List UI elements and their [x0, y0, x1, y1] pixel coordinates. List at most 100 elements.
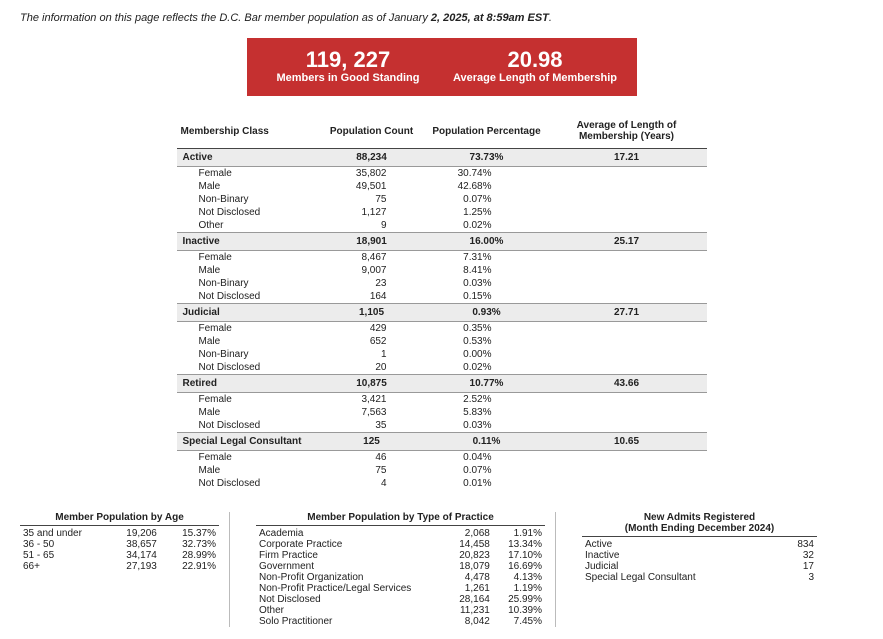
sub-pct: 0.03% [427, 419, 547, 433]
sub-count: 9 [317, 219, 427, 233]
type-label: Government [256, 561, 448, 572]
sub-row: Non-Binary230.03% [177, 277, 707, 290]
admits-count: 3 [779, 572, 817, 583]
category-row: Inactive18,90116.00%25.17 [177, 233, 707, 251]
sub-row: Male9,0078.41% [177, 264, 707, 277]
sub-pct: 0.35% [427, 322, 547, 336]
type-count: 8,042 [448, 616, 492, 627]
type-row: Non-Profit Organization4,4784.13% [256, 572, 545, 583]
cat-pct: 10.77% [427, 375, 547, 393]
sub-count: 652 [317, 335, 427, 348]
cat-pct: 0.93% [427, 304, 547, 322]
age-label: 36 - 50 [20, 539, 109, 550]
admits-panel: New Admits Registered (Month Ending Dece… [582, 512, 817, 627]
sub-pct: 1.25% [427, 206, 547, 219]
sub-label: Male [177, 264, 317, 277]
sub-row: Not Disclosed350.03% [177, 419, 707, 433]
sub-row: Female35,80230.74% [177, 167, 707, 181]
admits-row: Active834 [582, 539, 817, 550]
type-count: 28,164 [448, 594, 492, 605]
type-pct: 16.69% [493, 561, 545, 572]
sub-count: 3,421 [317, 393, 427, 407]
category-row: Judicial1,1050.93%27.71 [177, 304, 707, 322]
banner-right-label: Average Length of Membership [442, 72, 629, 84]
type-row: Not Disclosed28,16425.99% [256, 594, 545, 605]
type-label: Other [256, 605, 448, 616]
age-row: 66+27,19322.91% [20, 561, 219, 572]
sub-label: Male [177, 180, 317, 193]
sub-row: Female4290.35% [177, 322, 707, 336]
sub-count: 75 [317, 464, 427, 477]
age-count: 38,657 [109, 539, 159, 550]
type-row: Corporate Practice14,45813.34% [256, 539, 545, 550]
type-pct: 10.39% [493, 605, 545, 616]
sub-count: 23 [317, 277, 427, 290]
sub-avg [547, 322, 707, 336]
cat-count: 125 [317, 433, 427, 451]
admits-row: Special Legal Consultant3 [582, 572, 817, 583]
cat-avg: 27.71 [547, 304, 707, 322]
info-suffix: . [549, 12, 552, 24]
sub-avg [547, 393, 707, 407]
sub-count: 46 [317, 451, 427, 465]
sub-row: Non-Binary750.07% [177, 193, 707, 206]
type-label: Corporate Practice [256, 539, 448, 550]
sub-row: Not Disclosed1640.15% [177, 290, 707, 304]
sub-pct: 8.41% [427, 264, 547, 277]
cat-avg: 17.21 [547, 149, 707, 167]
sub-count: 35 [317, 419, 427, 433]
admits-label: Inactive [582, 550, 779, 561]
sub-row: Not Disclosed200.02% [177, 361, 707, 375]
age-count: 19,206 [109, 528, 159, 539]
sub-count: 429 [317, 322, 427, 336]
sub-label: Male [177, 335, 317, 348]
type-count: 4,478 [448, 572, 492, 583]
admits-count: 17 [779, 561, 817, 572]
sub-avg [547, 206, 707, 219]
type-count: 14,458 [448, 539, 492, 550]
sub-count: 4 [317, 477, 427, 490]
sub-label: Male [177, 464, 317, 477]
age-pct: 15.37% [160, 528, 219, 539]
sub-label: Not Disclosed [177, 361, 317, 375]
type-pct: 7.45% [493, 616, 545, 627]
sub-row: Female3,4212.52% [177, 393, 707, 407]
cat-pct: 0.11% [427, 433, 547, 451]
age-pct: 28.99% [160, 550, 219, 561]
sub-pct: 0.01% [427, 477, 547, 490]
cat-name: Active [177, 149, 317, 167]
type-count: 18,079 [448, 561, 492, 572]
sub-count: 8,467 [317, 251, 427, 265]
sub-label: Not Disclosed [177, 419, 317, 433]
sub-avg [547, 361, 707, 375]
table-header-row: Membership Class Population Count Popula… [177, 114, 707, 149]
type-label: Not Disclosed [256, 594, 448, 605]
sub-label: Male [177, 406, 317, 419]
admits-label: Special Legal Consultant [582, 572, 779, 583]
banner-left: 119, 227 Members in Good Standing [255, 48, 442, 84]
cat-name: Retired [177, 375, 317, 393]
cat-avg: 43.66 [547, 375, 707, 393]
sub-pct: 0.04% [427, 451, 547, 465]
age-title: Member Population by Age [20, 512, 219, 526]
age-label: 66+ [20, 561, 109, 572]
sub-label: Female [177, 167, 317, 181]
cat-name: Special Legal Consultant [177, 433, 317, 451]
admits-row: Judicial17 [582, 561, 817, 572]
sub-pct: 2.52% [427, 393, 547, 407]
sub-avg [547, 406, 707, 419]
sub-row: Male750.07% [177, 464, 707, 477]
sub-row: Non-Binary10.00% [177, 348, 707, 361]
type-label: Non-Profit Practice/Legal Services [256, 583, 448, 594]
age-row: 35 and under19,20615.37% [20, 528, 219, 539]
cat-count: 1,105 [317, 304, 427, 322]
admits-count: 32 [779, 550, 817, 561]
sub-label: Female [177, 322, 317, 336]
th-class: Membership Class [177, 114, 317, 149]
sub-count: 1 [317, 348, 427, 361]
sub-avg [547, 348, 707, 361]
sub-label: Not Disclosed [177, 290, 317, 304]
age-label: 51 - 65 [20, 550, 109, 561]
sub-pct: 0.07% [427, 464, 547, 477]
age-pct: 32.73% [160, 539, 219, 550]
